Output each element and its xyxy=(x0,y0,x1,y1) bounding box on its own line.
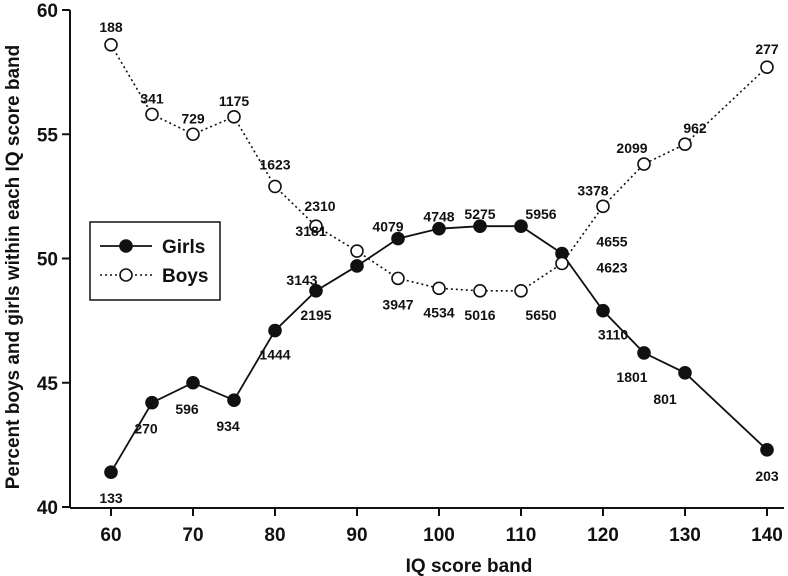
legend: Girls Boys xyxy=(89,221,221,301)
x-tick-label: 60 xyxy=(100,525,121,546)
point-girls xyxy=(760,443,774,457)
point-girls xyxy=(637,346,651,360)
point-boys xyxy=(637,157,651,171)
y-tick-label: 60 xyxy=(37,1,58,22)
point-girls xyxy=(514,219,528,233)
point-boys xyxy=(227,110,241,124)
count-labels: 133 270 596 934 1444 2195 3143 4079 4748 5275 5956… xyxy=(99,19,779,506)
point-boys xyxy=(104,37,118,52)
point-boys xyxy=(678,137,692,151)
count-label-boys: 4534 xyxy=(423,304,454,320)
x-tick-label: 130 xyxy=(669,525,701,546)
x-tick-label: 70 xyxy=(182,525,203,546)
count-label-girls: 1801 xyxy=(616,369,647,385)
axes: 40 45 50 55 60 60 70 80 90 100 110 120 130 140 xyxy=(37,1,784,546)
legend-label-boys: Boys xyxy=(162,266,208,287)
point-girls xyxy=(104,465,118,480)
count-label-girls: 2195 xyxy=(300,307,331,323)
count-label-girls: 5956 xyxy=(525,206,556,222)
count-label-girls: 270 xyxy=(134,421,158,437)
point-boys xyxy=(514,284,528,298)
point-girls xyxy=(473,219,487,233)
count-label-girls: 133 xyxy=(99,490,123,506)
legend-box xyxy=(89,221,221,301)
point-boys xyxy=(350,244,364,258)
x-tick-label: 90 xyxy=(346,525,367,546)
count-label-girls: 5275 xyxy=(464,206,495,222)
point-girls xyxy=(596,303,610,318)
point-boys xyxy=(309,219,323,233)
point-boys xyxy=(432,281,446,296)
count-label-boys: 5016 xyxy=(464,307,495,323)
count-label-boys: 729 xyxy=(181,110,205,126)
series-line-girls xyxy=(110,225,768,473)
point-boys xyxy=(555,256,569,271)
count-label-boys: 2099 xyxy=(616,140,647,156)
point-boys xyxy=(391,271,405,286)
x-tick-label: 140 xyxy=(751,525,783,546)
count-label-boys: 3947 xyxy=(382,296,413,312)
x-axis-title: IQ score band xyxy=(406,556,533,576)
point-girls xyxy=(186,375,200,390)
y-tick-label: 45 xyxy=(37,374,59,395)
series-layer xyxy=(104,37,774,480)
count-label-boys: 2310 xyxy=(304,198,335,214)
count-label-boys: 277 xyxy=(755,41,779,57)
point-girls xyxy=(678,366,692,380)
point-girls xyxy=(145,395,159,410)
count-label-girls: 4623 xyxy=(596,260,627,276)
count-label-boys: 341 xyxy=(140,90,164,106)
point-girls xyxy=(309,284,323,298)
point-boys xyxy=(145,107,159,122)
count-label-boys: 4655 xyxy=(596,233,627,249)
legend-marker-boys xyxy=(119,268,133,282)
x-tick-label: 80 xyxy=(264,525,285,546)
x-tick-label: 110 xyxy=(506,525,537,546)
count-label-girls: 4079 xyxy=(372,219,403,235)
count-label-boys: 962 xyxy=(683,120,707,136)
y-axis-title: Percent boys and girls within each IQ sc… xyxy=(3,45,24,490)
count-label-girls: 934 xyxy=(216,418,240,434)
point-boys xyxy=(186,127,200,142)
count-label-girls: 3143 xyxy=(286,272,317,288)
x-tick-label: 120 xyxy=(587,525,619,546)
count-label-boys: 188 xyxy=(99,19,123,35)
x-tick-label: 100 xyxy=(423,525,455,546)
point-boys xyxy=(596,199,610,214)
point-girls xyxy=(350,259,364,273)
y-tick-label: 40 xyxy=(37,498,58,519)
count-label-girls: 3110 xyxy=(598,327,629,343)
point-girls xyxy=(268,323,282,338)
point-boys xyxy=(473,284,487,298)
count-label-girls: 1444 xyxy=(259,347,290,363)
count-label-girls: 801 xyxy=(653,391,677,407)
point-boys xyxy=(268,179,282,194)
count-label-boys: 5650 xyxy=(525,307,556,323)
legend-label-girls: Girls xyxy=(162,237,205,258)
legend-marker-girls xyxy=(119,239,133,253)
count-label-boys: 1623 xyxy=(259,156,290,172)
y-tick-label: 50 xyxy=(37,250,58,271)
count-label-girls: 203 xyxy=(755,468,779,484)
point-girls xyxy=(391,231,405,246)
y-tick-label: 55 xyxy=(37,125,59,146)
count-label-boys: 3181 xyxy=(295,223,326,239)
point-girls xyxy=(432,221,446,236)
count-label-boys: 3378 xyxy=(577,182,608,198)
count-label-girls: 596 xyxy=(175,401,199,417)
point-boys xyxy=(760,60,774,74)
point-girls xyxy=(227,393,241,407)
count-label-boys: 1175 xyxy=(219,93,250,109)
count-label-girls: 4748 xyxy=(423,209,454,225)
